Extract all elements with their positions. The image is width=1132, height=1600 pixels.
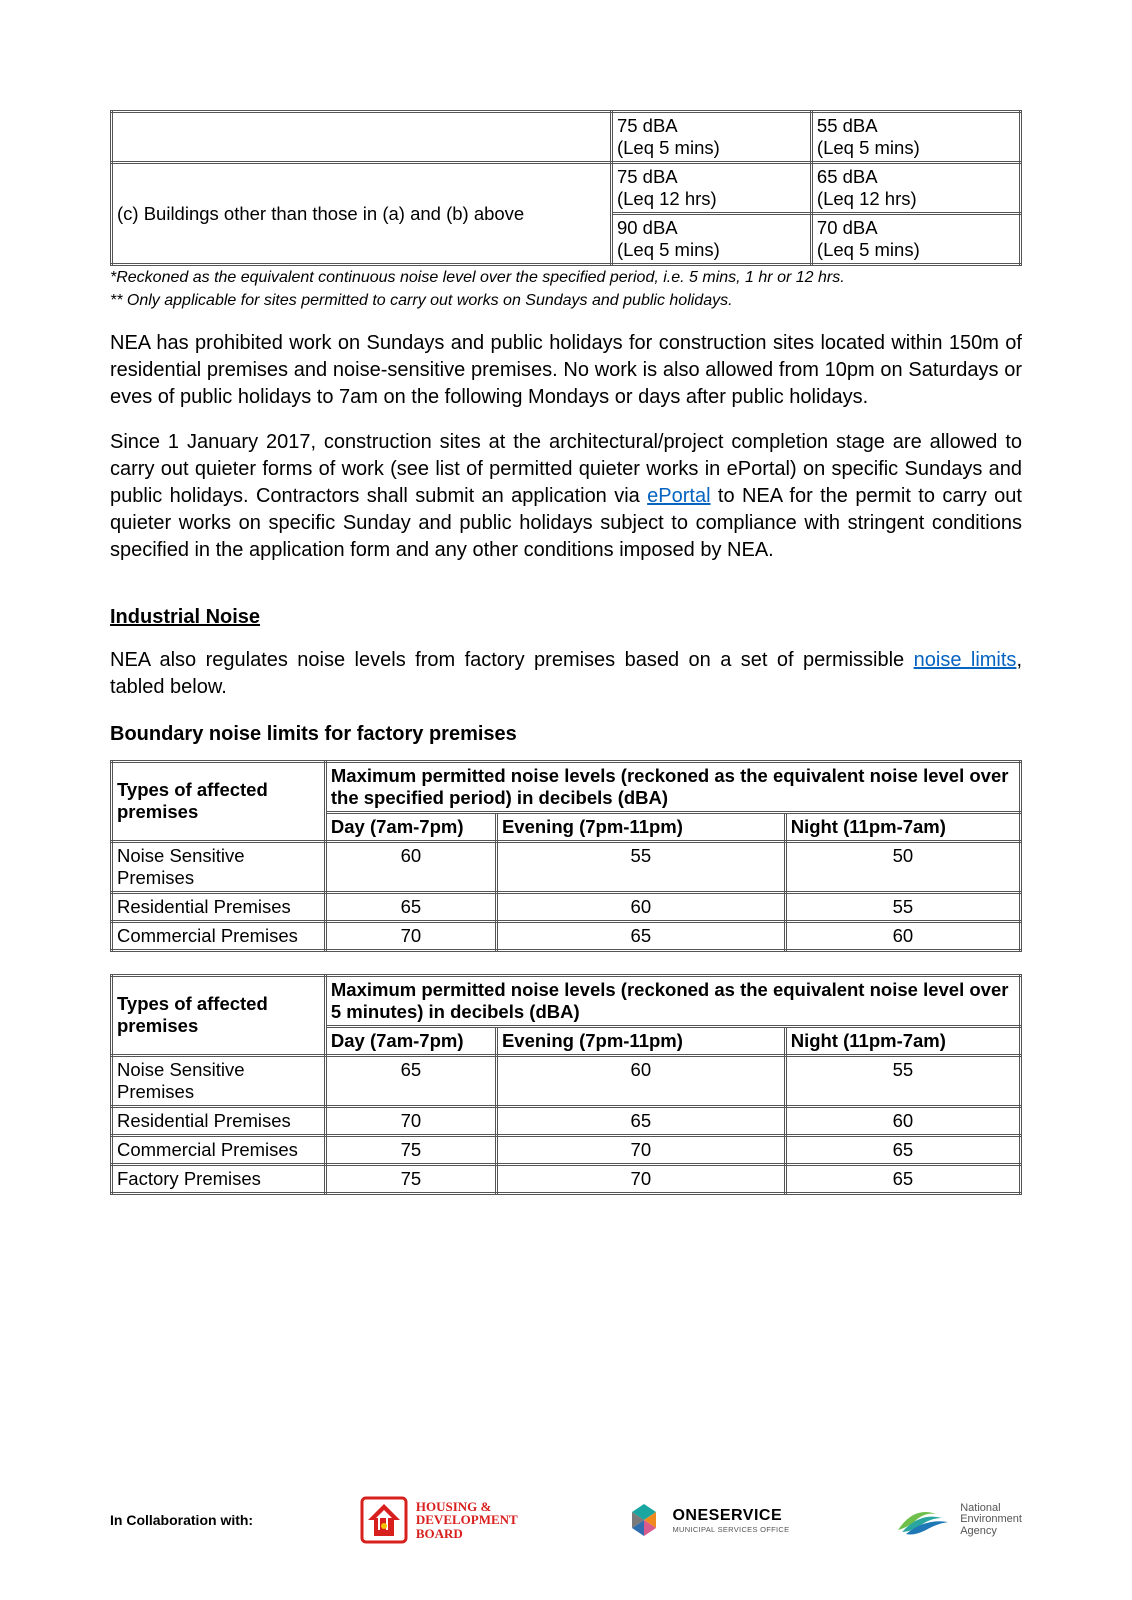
table-row: (c) Buildings other than those in (a) an… (112, 163, 1021, 214)
table-row: Commercial Premises757065 (112, 1135, 1021, 1164)
noise-limits-link[interactable]: noise limits (914, 649, 1017, 671)
table-row: Commercial Premises706560 (112, 921, 1021, 950)
nea-logo: National Environment Agency (896, 1500, 1022, 1540)
cell: 60 (496, 892, 785, 921)
cell: 90 dBA (Leq 5 mins) (611, 214, 811, 265)
cell: 65 (496, 1106, 785, 1135)
cell: 50 (785, 841, 1020, 892)
table-row: Residential Premises656055 (112, 892, 1021, 921)
cell: 55 dBA (Leq 5 mins) (811, 112, 1020, 163)
factory-noise-table-2: Types of affected premises Maximum permi… (110, 974, 1022, 1195)
col-header: Day (7am-7pm) (325, 1026, 496, 1055)
cell: 70 dBA (Leq 5 mins) (811, 214, 1020, 265)
footnote-1: *Reckoned as the equivalent continuous n… (110, 268, 1022, 289)
hdb-text-2: DEVELOPMENT (416, 1513, 518, 1527)
cell-label: Commercial Premises (112, 921, 326, 950)
hdb-text-3: BOARD (416, 1527, 518, 1541)
page: 75 dBA (Leq 5 mins) 55 dBA (Leq 5 mins) … (0, 0, 1132, 1600)
cell: 65 (325, 892, 496, 921)
paragraph: NEA has prohibited work on Sundays and p… (110, 330, 1022, 411)
cell: 75 dBA (Leq 12 hrs) (611, 163, 811, 214)
cell-label: Noise Sensitive Premises (112, 1055, 326, 1106)
subheading-boundary-noise: Boundary noise limits for factory premis… (110, 723, 1022, 746)
cell-label: (c) Buildings other than those in (a) an… (112, 163, 612, 265)
hdb-text-1: HOUSING & (416, 1500, 518, 1514)
cell-label: Commercial Premises (112, 1135, 326, 1164)
col-header: Evening (7pm-11pm) (496, 1026, 785, 1055)
cell: 55 (496, 841, 785, 892)
cell: 60 (785, 1106, 1020, 1135)
caption-cell: Maximum permitted noise levels (reckoned… (325, 761, 1020, 812)
eportal-link[interactable]: ePortal (647, 485, 710, 507)
table-row: Residential Premises706560 (112, 1106, 1021, 1135)
factory-noise-table-1: Types of affected premises Maximum permi… (110, 760, 1022, 952)
cell: 65 (496, 921, 785, 950)
cell: 55 (785, 892, 1020, 921)
text: NEA also regulates noise levels from fac… (110, 649, 914, 671)
col-header: Types of affected premises (112, 975, 326, 1055)
cell-label: Residential Premises (112, 892, 326, 921)
col-header: Types of affected premises (112, 761, 326, 841)
cell: 55 (785, 1055, 1020, 1106)
cell: 65 dBA (Leq 12 hrs) (811, 163, 1020, 214)
cell: 65 (325, 1055, 496, 1106)
oneservice-sub: MUNICIPAL SERVICES OFFICE (672, 1525, 789, 1534)
cell-label: Factory Premises (112, 1164, 326, 1193)
collab-label: In Collaboration with: (110, 1512, 253, 1528)
table-row: Factory Premises757065 (112, 1164, 1021, 1193)
cell: 70 (496, 1135, 785, 1164)
cell: 70 (325, 1106, 496, 1135)
paragraph: Since 1 January 2017, construction sites… (110, 429, 1022, 564)
cell: 60 (325, 841, 496, 892)
cell-label: Residential Premises (112, 1106, 326, 1135)
construction-noise-table-fragment: 75 dBA (Leq 5 mins) 55 dBA (Leq 5 mins) … (110, 110, 1022, 266)
footnote-2: ** Only applicable for sites permitted t… (110, 291, 1022, 312)
table-row: Noise Sensitive Premises605550 (112, 841, 1021, 892)
nea-text-3: Agency (960, 1526, 1022, 1538)
oneservice-logo-icon (624, 1500, 664, 1540)
cell-empty (112, 112, 612, 163)
oneservice-title: ONESERVICE (672, 1507, 789, 1525)
cell-label: Noise Sensitive Premises (112, 841, 326, 892)
caption-cell: Maximum permitted noise levels (reckoned… (325, 975, 1020, 1026)
col-header: Night (11pm-7am) (785, 1026, 1020, 1055)
cell: 70 (496, 1164, 785, 1193)
table-row: Types of affected premises Maximum permi… (112, 975, 1021, 1026)
cell: 65 (785, 1164, 1020, 1193)
col-header: Evening (7pm-11pm) (496, 812, 785, 841)
cell: 75 (325, 1135, 496, 1164)
table-row: 75 dBA (Leq 5 mins) 55 dBA (Leq 5 mins) (112, 112, 1021, 163)
oneservice-logo: ONESERVICE MUNICIPAL SERVICES OFFICE (624, 1500, 789, 1540)
cell: 60 (496, 1055, 785, 1106)
table-row: Noise Sensitive Premises656055 (112, 1055, 1021, 1106)
section-heading-industrial-noise: Industrial Noise (110, 606, 1022, 629)
col-header: Day (7am-7pm) (325, 812, 496, 841)
footer: In Collaboration with: HOUSING & DEVELOP… (110, 1496, 1022, 1544)
cell: 75 (325, 1164, 496, 1193)
cell: 75 dBA (Leq 5 mins) (611, 112, 811, 163)
nea-logo-icon (896, 1500, 952, 1540)
paragraph: NEA also regulates noise levels from fac… (110, 647, 1022, 701)
hdb-logo: HOUSING & DEVELOPMENT BOARD (360, 1496, 518, 1544)
hdb-logo-icon (360, 1496, 408, 1544)
cell: 70 (325, 921, 496, 950)
cell: 60 (785, 921, 1020, 950)
table-row: Types of affected premises Maximum permi… (112, 761, 1021, 812)
cell: 65 (785, 1135, 1020, 1164)
col-header: Night (11pm-7am) (785, 812, 1020, 841)
